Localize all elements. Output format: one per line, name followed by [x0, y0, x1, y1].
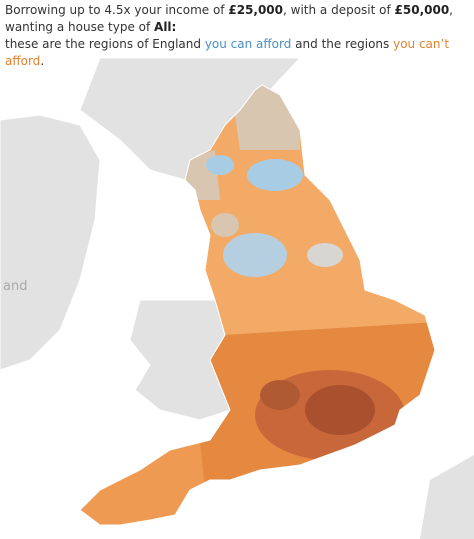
text: these are the regions of England [5, 37, 205, 51]
no-afford-label: you can’t afford [5, 37, 450, 68]
intro-line: Borrowing up to 4.5x your income of £25,… [5, 2, 470, 36]
text: and the regions [291, 37, 394, 51]
text: Borrowing up to 4.5x your income of [5, 3, 229, 17]
region-fill [211, 213, 239, 237]
region-fill [206, 155, 234, 175]
region-fill [260, 380, 300, 410]
region-fill [305, 385, 375, 435]
map: and [0, 58, 474, 539]
afford-label: you can afford [204, 37, 292, 51]
france [420, 455, 474, 539]
header: Borrowing up to 4.5x your income of £25,… [5, 2, 470, 70]
text: , with a deposit of [283, 3, 395, 17]
text: , wanting a house type of [5, 3, 453, 34]
house-type: All: [154, 20, 177, 34]
text: . [40, 54, 45, 68]
income: £25,000 [228, 3, 283, 17]
england-outline [79, 84, 436, 526]
ireland [0, 114, 101, 371]
legend-line: these are the regions of England you can… [5, 36, 470, 70]
deposit: £50,000 [394, 3, 450, 17]
england [80, 85, 435, 525]
region-fill [223, 233, 287, 277]
region-fill [307, 243, 343, 267]
map-label: and [3, 279, 27, 294]
region-fill [247, 159, 303, 191]
region-fill [80, 440, 210, 525]
